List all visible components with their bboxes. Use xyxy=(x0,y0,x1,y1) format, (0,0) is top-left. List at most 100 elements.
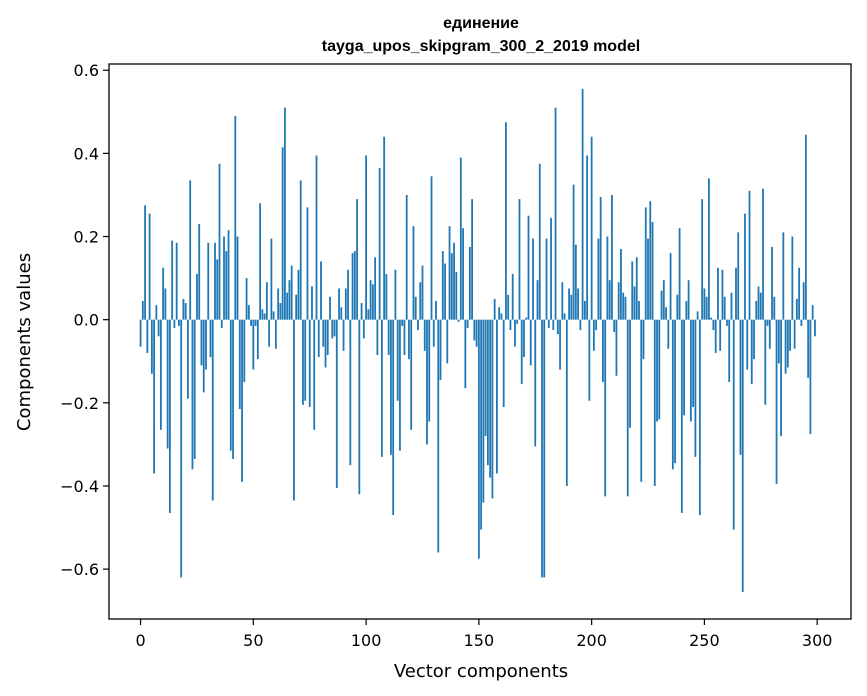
bar xyxy=(730,292,733,320)
bar xyxy=(629,319,631,428)
bar xyxy=(263,313,266,320)
bar xyxy=(342,319,345,351)
y-axis-label: Components values xyxy=(14,253,35,431)
bar xyxy=(674,319,676,464)
bar xyxy=(369,280,372,320)
bar xyxy=(626,319,629,497)
bar xyxy=(245,278,248,320)
bar xyxy=(306,207,309,320)
bar xyxy=(726,319,728,326)
bar xyxy=(171,240,174,320)
bar xyxy=(205,319,207,370)
bar xyxy=(392,319,395,516)
bar xyxy=(651,221,654,320)
bar xyxy=(757,286,760,320)
bar xyxy=(687,280,690,320)
bar xyxy=(712,319,715,331)
bar xyxy=(572,184,575,320)
bar xyxy=(662,280,665,320)
bar xyxy=(421,265,424,320)
bar xyxy=(678,228,681,320)
bar xyxy=(441,251,444,320)
bar xyxy=(464,319,467,389)
bar xyxy=(509,319,512,331)
bar xyxy=(403,319,406,356)
bar xyxy=(545,238,548,320)
bar xyxy=(791,236,794,320)
chart-title: единение xyxy=(443,15,519,32)
bar xyxy=(775,319,778,484)
bar xyxy=(764,319,767,405)
bar xyxy=(317,319,320,358)
bar xyxy=(496,319,498,474)
bar xyxy=(459,157,462,320)
bar xyxy=(410,319,413,430)
bar xyxy=(189,180,192,320)
bar xyxy=(173,319,176,328)
bar xyxy=(331,319,334,339)
bar xyxy=(583,300,586,320)
bar xyxy=(184,303,187,320)
bar xyxy=(665,307,667,320)
bar xyxy=(604,319,607,497)
bar xyxy=(281,147,284,320)
bar xyxy=(428,319,431,422)
bar xyxy=(671,319,674,470)
bar xyxy=(719,319,722,351)
x-tick-label: 50 xyxy=(243,631,263,650)
bar xyxy=(685,300,688,320)
bar xyxy=(653,319,656,486)
bar xyxy=(735,267,737,320)
bar xyxy=(385,273,388,320)
bar xyxy=(602,319,604,383)
bar xyxy=(608,280,611,320)
bar xyxy=(795,298,798,320)
bar xyxy=(676,294,679,320)
bar xyxy=(311,286,313,320)
bar xyxy=(390,319,392,455)
bar xyxy=(592,319,595,351)
bar xyxy=(746,319,749,370)
y-tick-label: 0.2 xyxy=(74,228,99,247)
bar xyxy=(620,249,622,320)
bar xyxy=(766,319,769,326)
bar xyxy=(698,319,701,516)
bar xyxy=(696,311,699,320)
bar xyxy=(538,163,541,320)
bar xyxy=(721,269,724,320)
bar xyxy=(471,199,473,320)
bar xyxy=(606,236,609,320)
bar xyxy=(588,319,591,401)
bar xyxy=(793,319,796,349)
bar xyxy=(579,319,582,331)
bar xyxy=(762,188,764,320)
bar xyxy=(371,284,374,320)
bar xyxy=(613,319,616,333)
bar xyxy=(692,319,695,407)
bar xyxy=(347,269,349,320)
bar xyxy=(784,319,787,374)
bar xyxy=(439,319,442,380)
bar xyxy=(570,294,573,320)
bar xyxy=(444,263,446,320)
bar xyxy=(550,217,552,320)
bar xyxy=(631,261,634,320)
bar xyxy=(401,319,404,326)
bar xyxy=(457,319,460,322)
bar xyxy=(333,319,336,337)
bar xyxy=(302,319,304,405)
bar xyxy=(254,319,257,326)
bar xyxy=(329,296,331,320)
bar xyxy=(514,319,516,347)
bar xyxy=(349,319,352,466)
bar xyxy=(525,317,528,320)
bar xyxy=(288,280,291,320)
bar xyxy=(435,300,437,320)
bar xyxy=(807,319,810,378)
bar xyxy=(322,319,325,347)
bar xyxy=(536,280,539,320)
bar xyxy=(717,267,719,320)
bar xyxy=(277,288,280,320)
bar xyxy=(164,288,167,320)
bar xyxy=(408,319,410,360)
